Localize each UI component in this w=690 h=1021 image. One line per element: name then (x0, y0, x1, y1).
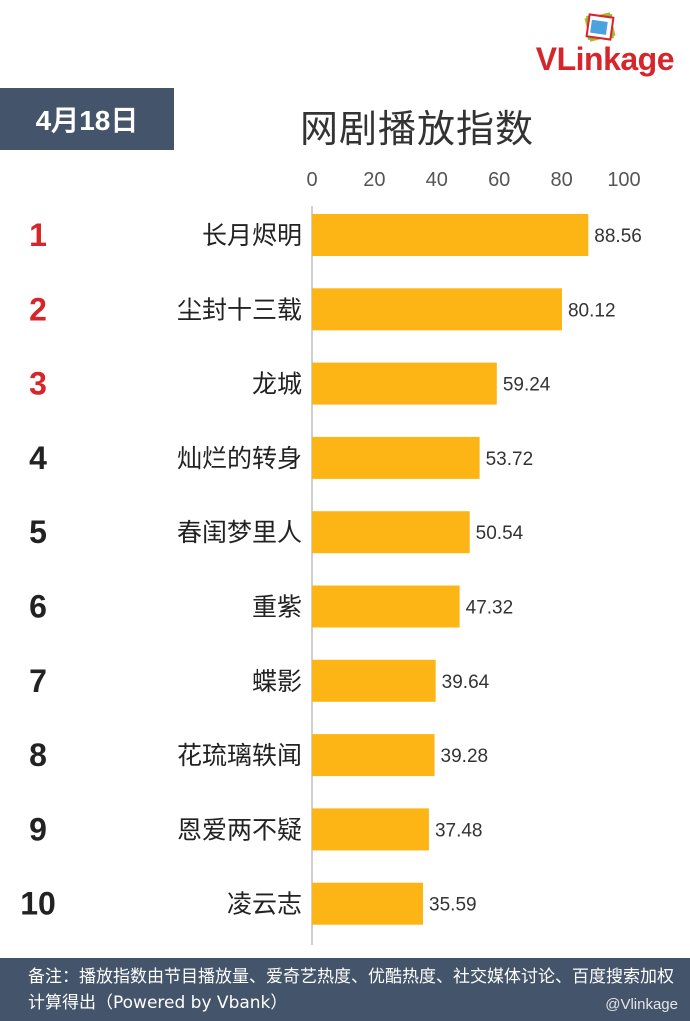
bar-value-label: 47.32 (466, 598, 514, 619)
category-label: 蝶影 (252, 667, 302, 696)
rank-number: 4 (29, 440, 47, 476)
bar-chart: 0 20 40 60 80 100 88.56 长月烬明 1 80.12 尘封十三载 2 59.24 龙城… (20, 169, 642, 945)
category-label: 灿烂的转身 (177, 444, 302, 473)
category-label: 龙城 (252, 370, 302, 399)
logo-wordmark: VLinkage (535, 41, 675, 77)
bar-value-label: 88.56 (594, 226, 642, 247)
bar-value-label: 80.12 (568, 300, 616, 321)
bar (312, 436, 480, 479)
bar-value-label: 35.59 (429, 895, 477, 916)
bar (312, 808, 429, 851)
x-tick-label: 20 (363, 169, 385, 191)
category-label: 春闺梦里人 (177, 518, 302, 547)
x-tick-label: 60 (488, 169, 510, 191)
rank-number: 6 (29, 589, 47, 625)
category-label: 长月烬明 (202, 221, 302, 250)
bar (312, 362, 497, 405)
chart-title: 网剧播放指数 (300, 107, 535, 151)
x-tick-label: 40 (426, 169, 448, 191)
category-label: 凌云志 (227, 890, 302, 919)
bar (312, 214, 589, 256)
rank-number: 8 (29, 737, 47, 773)
rank-number: 5 (29, 514, 47, 550)
category-label: 尘封十三载 (177, 295, 302, 324)
logo-card-icon (584, 12, 616, 42)
bar (312, 288, 562, 331)
bar (312, 882, 424, 925)
category-label: 花琉璃轶闻 (177, 741, 302, 770)
rank-number: 1 (29, 217, 47, 253)
x-tick-label: 0 (306, 169, 317, 191)
rank-number: 7 (29, 663, 47, 699)
x-tick-label: 80 (550, 169, 572, 191)
bar (312, 659, 436, 702)
bar-value-label: 37.48 (435, 820, 483, 841)
bar-value-label: 39.28 (441, 746, 489, 767)
rank-number: 9 (29, 811, 47, 847)
category-label: 恩爱两不疑 (177, 815, 302, 844)
rank-number: 2 (29, 291, 47, 327)
bar-value-label: 53.72 (486, 449, 534, 470)
x-tick-label: 100 (607, 169, 640, 191)
bar-value-label: 50.54 (476, 523, 524, 544)
bar (312, 511, 470, 554)
bar-value-label: 39.64 (442, 672, 490, 693)
bar-value-label: 59.24 (503, 375, 551, 396)
rank-number: 10 (20, 886, 56, 922)
vlinkage-logo: VLinkage (512, 12, 682, 76)
watermark-handle: @Vlinkage (605, 996, 678, 1013)
footer-note: 备注：播放指数由节目播放量、爱奇艺热度、优酷热度、社交媒体讨论、百度搜索加权计算… (0, 958, 690, 1021)
bar (312, 734, 435, 777)
date-badge: 4月18日 (0, 88, 174, 150)
rank-number: 3 (29, 366, 47, 402)
bar (312, 585, 460, 628)
category-label: 重紫 (252, 593, 302, 622)
